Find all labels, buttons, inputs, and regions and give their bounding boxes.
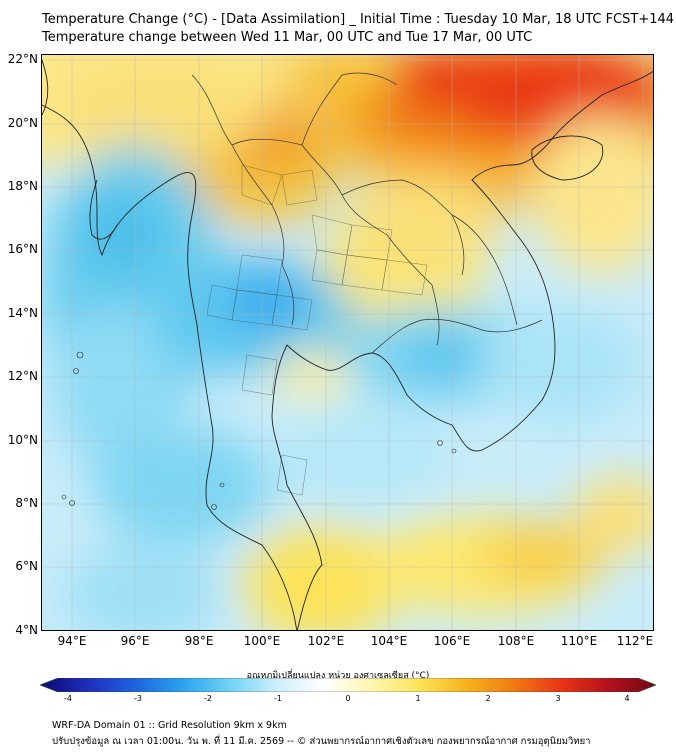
- colorbar-tick: 2: [485, 694, 491, 703]
- colorbar-title: อุณหภูมิเปลี่ยนแปลง หน่วย องศาเซลเซียส (…: [246, 671, 430, 681]
- colorbar-tick: -2: [204, 694, 212, 703]
- lat-label: 4°N: [15, 623, 38, 637]
- footer-domain-info: WRF-DA Domain 01 :: Grid Resolution 9km …: [52, 720, 287, 731]
- lat-label: 12°N: [7, 369, 38, 383]
- lon-label: 98°E: [184, 634, 214, 648]
- temperature-change-map: [41, 54, 654, 631]
- lat-label: 10°N: [7, 433, 38, 447]
- province-borders: [206, 164, 428, 496]
- lon-label: 96°E: [120, 634, 150, 648]
- country-borders: [191, 72, 543, 354]
- colorbar-tick: -1: [274, 694, 282, 703]
- colorbar-tick: 1: [415, 694, 421, 703]
- lat-label: 22°N: [7, 52, 38, 66]
- lon-label: 106°E: [433, 634, 471, 648]
- lat-label: 20°N: [7, 116, 38, 130]
- lon-label: 104°E: [370, 634, 408, 648]
- colorbar-tick: 4: [624, 694, 630, 703]
- map-subtitle: Temperature change between Wed 11 Mar, 0…: [42, 30, 533, 45]
- lat-label: 8°N: [15, 496, 38, 510]
- colorbar-tick: 0: [345, 694, 351, 703]
- colorbar: [40, 678, 656, 692]
- colorbar-tick: -3: [134, 694, 142, 703]
- lat-label: 16°N: [7, 242, 38, 256]
- map-title: Temperature Change (°C) - [Data Assimila…: [42, 12, 675, 27]
- islands: [61, 351, 457, 510]
- footer-credit: ปรับปรุงข้อมูล ณ เวลา 01:00น. วัน พ. ที่…: [52, 736, 591, 747]
- lat-label: 6°N: [15, 559, 38, 573]
- lon-label: 112°E: [616, 634, 654, 648]
- colorbar-tick: 3: [555, 694, 561, 703]
- lon-label: 108°E: [497, 634, 535, 648]
- coastlines: [42, 59, 653, 630]
- lat-label: 18°N: [7, 179, 38, 193]
- lon-label: 110°E: [560, 634, 598, 648]
- lon-label: 102°E: [307, 634, 345, 648]
- graticule: [42, 55, 653, 630]
- lon-label: 94°E: [57, 634, 87, 648]
- lat-label: 14°N: [7, 306, 38, 320]
- lon-label: 100°E: [243, 634, 281, 648]
- colorbar-tick: -4: [64, 694, 72, 703]
